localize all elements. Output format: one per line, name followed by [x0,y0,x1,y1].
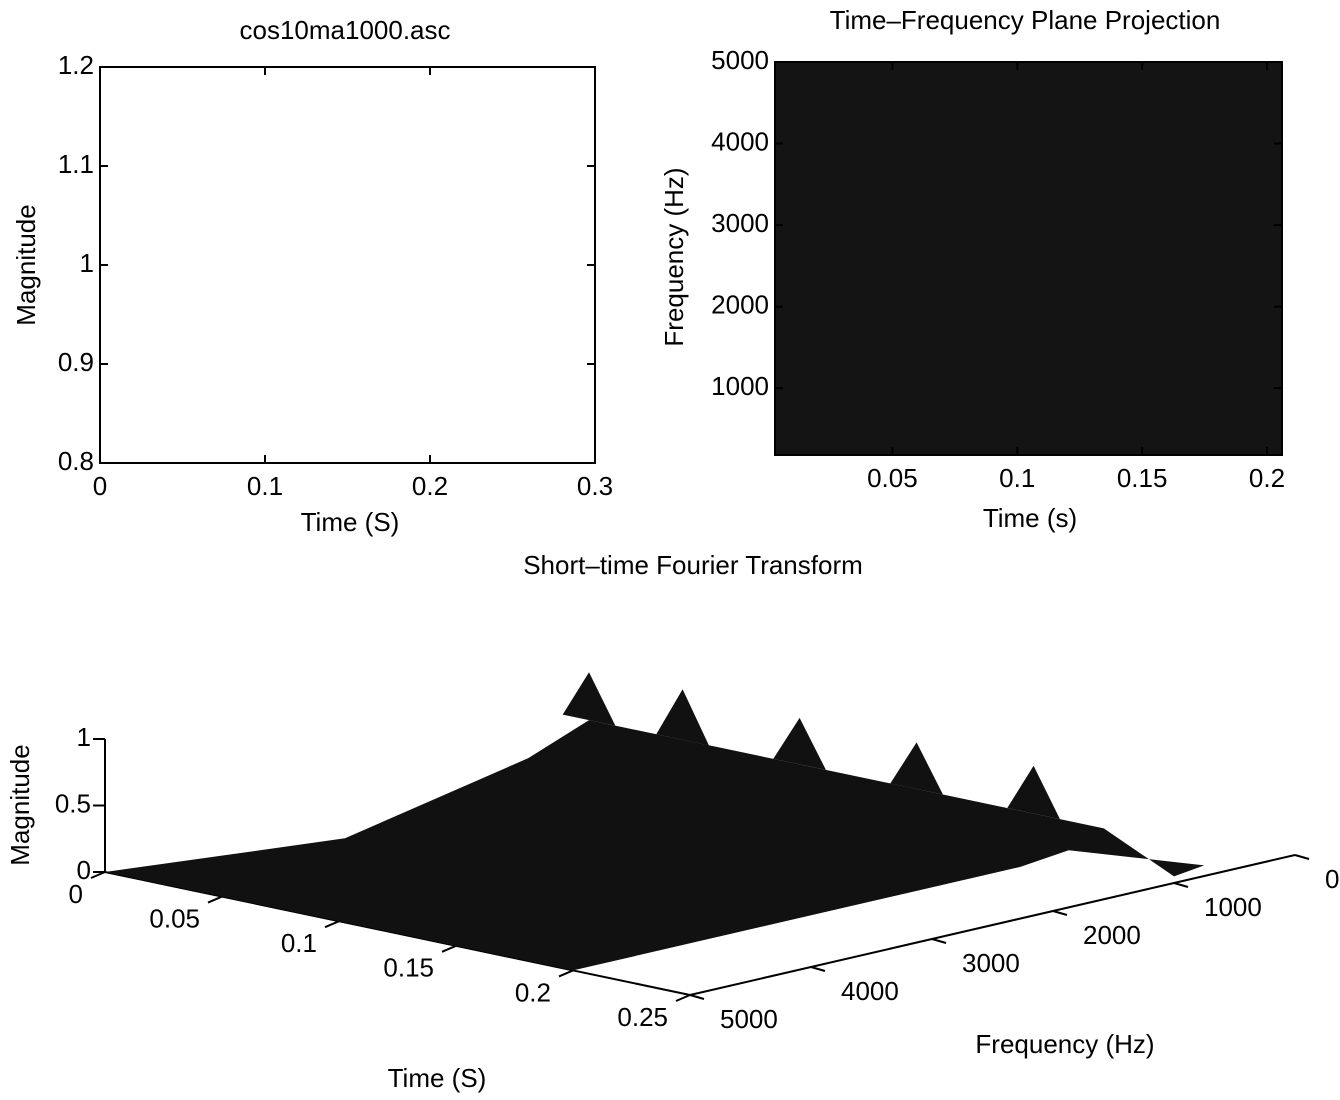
surface-peak [656,689,709,746]
x-tick-label: 0 [69,879,83,909]
z-tick-label: 0.5 [55,788,91,818]
y-tick-label: 1.2 [58,50,94,80]
y-tick [689,994,705,1000]
y-tick-label: 2000 [711,289,769,319]
y-tick [810,966,826,972]
y-tick-label: 0 [1325,864,1339,894]
y-tick-label: 4000 [841,976,899,1006]
plot-frame [774,61,1283,456]
z-axis-label: Magnitude [5,744,35,865]
x-tick-label: 0 [93,471,107,501]
y-tick [931,938,947,944]
y-tick [1294,854,1310,860]
x-tick [558,969,574,978]
y-tick-label: 3000 [962,948,1020,978]
x-tick [441,944,457,953]
y-tick-label: 5000 [720,1004,778,1034]
z-tick-label: 0 [77,855,91,885]
plot-frame [99,66,596,464]
spectrogram-image [775,62,1282,455]
y-tick-label: 2000 [1083,920,1141,950]
surface-peak [773,717,826,770]
x-tick [675,994,691,1002]
y-axis [689,854,1296,996]
x-tick [207,895,223,904]
y-tick-label: 3000 [711,208,769,238]
x-axis-label: Time (s) [983,503,1077,533]
x-tick-label: 0.2 [412,471,448,501]
y-tick-label: 1 [80,248,94,278]
surface-peak [562,672,616,726]
surface-peak [1007,765,1060,820]
x-axis-label: Time (S) [388,1063,487,1093]
y-tick-label: 1000 [711,371,769,401]
y-tick-label: 0.9 [58,347,94,377]
y-tick-label: 5000 [711,45,769,75]
y-tick-label: 1000 [1204,892,1262,922]
x-tick-label: 0.3 [577,471,613,501]
surface [105,720,1205,971]
x-tick-label: 0.2 [1249,463,1285,493]
y-tick-label: 0.8 [58,446,94,476]
x-tick-label: 0.25 [617,1002,668,1032]
y-axis-label: Frequency (Hz) [659,167,689,346]
x-tick [90,871,106,879]
x-tick-label: 0.1 [999,463,1035,493]
y-tick [1173,882,1189,888]
y-tick [1052,910,1068,916]
chart-title: Time–Frequency Plane Projection [830,5,1221,35]
y-axis-label: Magnitude [11,204,41,325]
chart-title: Short–time Fourier Transform [523,550,863,580]
x-tick-label: 0.15 [383,953,434,983]
x-tick-label: 0.1 [247,471,283,501]
x-tick [324,920,340,929]
z-tick-label: 1 [77,722,91,752]
y-tick-label: 1.1 [58,149,94,179]
x-tick-label: 0.05 [867,463,918,493]
y-axis-label: Frequency (Hz) [975,1029,1154,1059]
x-tick-label: 0.05 [149,903,200,933]
x-axis-label: Time (S) [301,507,400,537]
y-tick-label: 4000 [711,126,769,156]
surface-peak [890,742,943,795]
x-tick-label: 0.2 [515,977,551,1007]
x-tick-label: 0.1 [281,928,317,958]
x-tick-label: 0.15 [1117,463,1168,493]
chart-title: cos10ma1000.asc [239,15,450,45]
